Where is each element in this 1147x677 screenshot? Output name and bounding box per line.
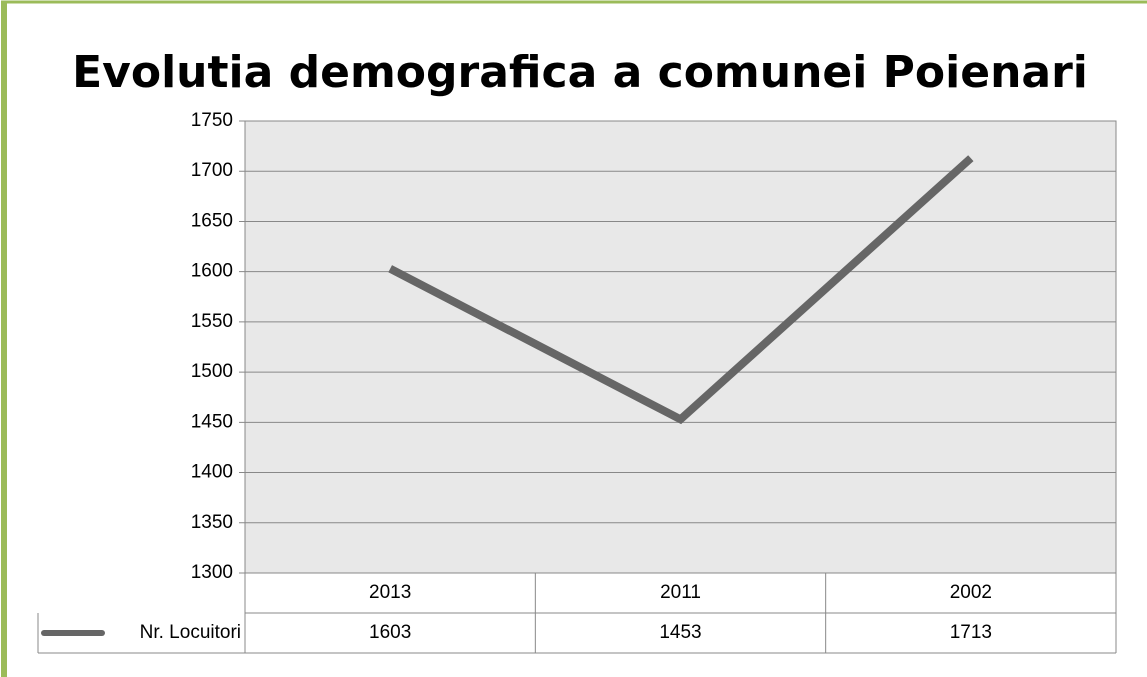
y-tick-label: 1450 — [191, 411, 233, 432]
y-tick-label: 1300 — [191, 562, 233, 583]
y-tick-label: 1400 — [191, 462, 233, 483]
data-line — [388, 155, 974, 425]
plot-area — [244, 120, 1117, 574]
x-tick-label: 2011 — [660, 582, 701, 603]
y-tick-label: 1750 — [191, 110, 233, 131]
x-tick-label: 2013 — [369, 582, 411, 603]
table-value: 1453 — [659, 622, 701, 643]
y-tick-label: 1600 — [191, 261, 233, 282]
x-tick-label: 2002 — [950, 582, 992, 603]
y-tick-label: 1650 — [191, 210, 233, 231]
y-tick-label: 1500 — [191, 361, 233, 382]
legend-label: Nr. Locuitori — [140, 622, 241, 643]
table-value: 1713 — [950, 622, 992, 643]
chart-title: Evolutia demografica a comunei Poienari — [72, 47, 1088, 98]
y-tick-label: 1700 — [191, 160, 233, 181]
y-tick-label: 1350 — [191, 512, 233, 533]
y-tick-label: 1550 — [191, 311, 233, 332]
table-value: 1603 — [369, 622, 411, 643]
